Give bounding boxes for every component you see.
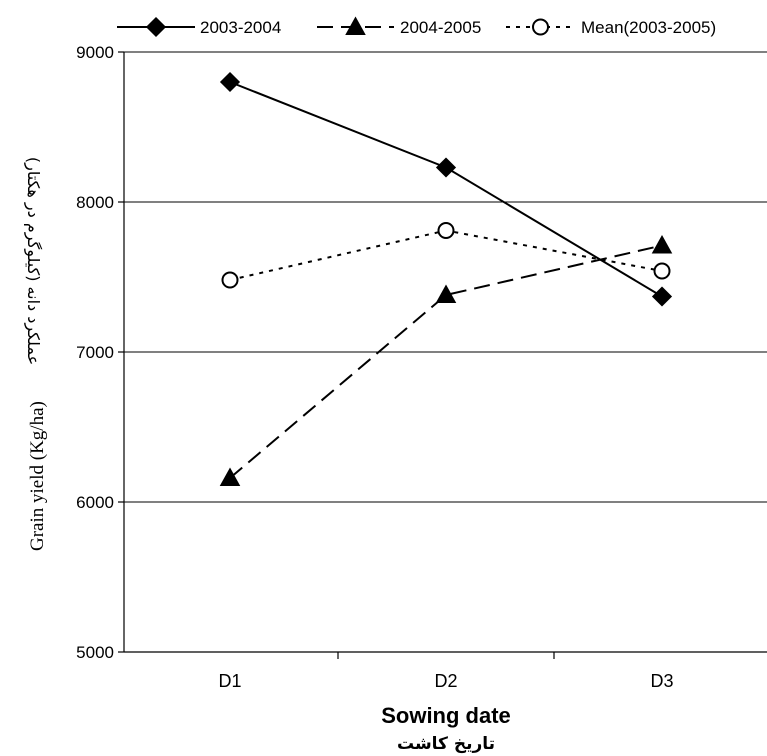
legend-marker-3 xyxy=(532,18,549,36)
legend-label-2: 2004-2005 xyxy=(400,18,481,37)
series-2-point-d3 xyxy=(651,234,673,254)
series-2-point-d1 xyxy=(219,467,241,486)
series-1 xyxy=(219,71,673,307)
legend-label-3: Mean(2003-2005) xyxy=(581,18,716,37)
x-tick-label-d2: D2 xyxy=(434,671,457,691)
y-tick-label-6000: 6000 xyxy=(76,493,114,512)
series-2-point-d2 xyxy=(435,284,457,303)
series-3-point-d2 xyxy=(437,222,455,239)
legend-marker-2 xyxy=(345,16,366,35)
legend-item-2: 2004-2005 xyxy=(317,16,481,37)
series-3-point-d3 xyxy=(653,262,671,280)
gridlines xyxy=(124,51,767,503)
legend: 2003-2004 2004-2005 Mean(2003-2005) xyxy=(117,16,716,38)
x-ticks: D1 D2 D3 xyxy=(218,652,674,691)
x-axis-label-fa: تاریخ کاشت xyxy=(397,734,495,754)
x-tick-label-d3: D3 xyxy=(650,671,673,691)
series-1-line xyxy=(229,81,663,298)
x-axis-label-en: Sowing date xyxy=(381,703,511,728)
x-tick-label-d1: D1 xyxy=(218,671,241,691)
legend-marker-1 xyxy=(145,16,167,38)
y-axis-label-fa: عملکرد دانه (کیلوگرم در هکتار) xyxy=(23,157,43,365)
series-layer xyxy=(219,71,673,486)
y-tick-label-5000: 5000 xyxy=(76,643,114,662)
legend-label-1: 2003-2004 xyxy=(200,18,281,37)
series-3 xyxy=(221,222,671,289)
y-ticks: 5000 6000 7000 8000 9000 xyxy=(76,43,124,662)
y-tick-label-7000: 7000 xyxy=(76,343,114,362)
y-axis-label-en: Grain yield (Kg/ha) xyxy=(27,401,48,551)
series-3-point-d1 xyxy=(221,271,239,289)
y-tick-label-8000: 8000 xyxy=(76,193,114,212)
legend-item-3: Mean(2003-2005) xyxy=(506,18,716,37)
y-tick-label-9000: 9000 xyxy=(76,43,114,62)
series-1-point-d1 xyxy=(219,71,241,93)
series-1-point-d2 xyxy=(435,157,457,178)
series-2-line xyxy=(229,244,663,479)
legend-item-1: 2003-2004 xyxy=(117,16,281,38)
series-2 xyxy=(219,234,673,486)
series-1-point-d3 xyxy=(651,286,673,307)
